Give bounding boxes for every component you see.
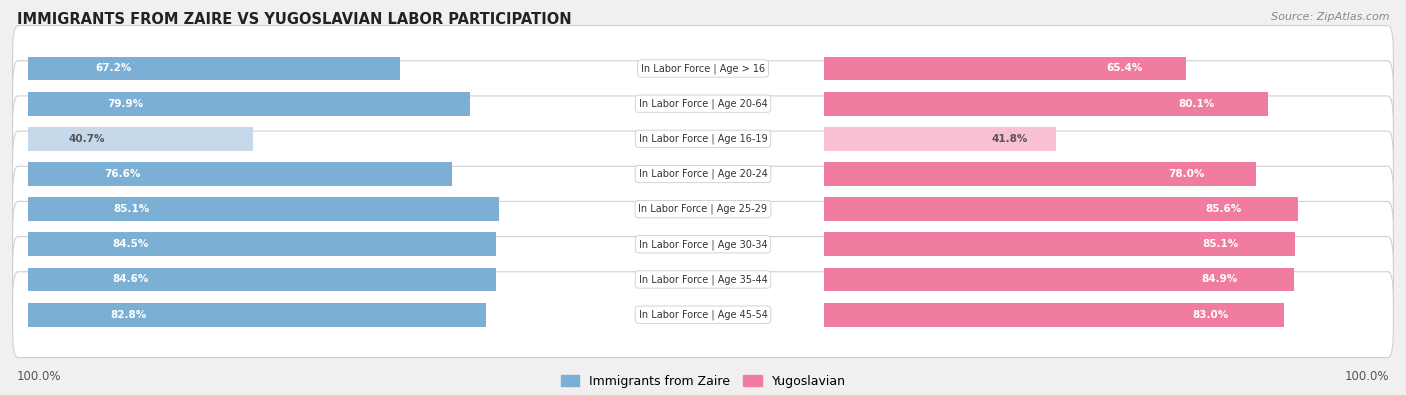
Text: In Labor Force | Age 16-19: In Labor Force | Age 16-19	[638, 134, 768, 144]
FancyBboxPatch shape	[13, 96, 1393, 182]
Text: In Labor Force | Age 25-29: In Labor Force | Age 25-29	[638, 204, 768, 214]
Bar	[28, 162, 451, 186]
Text: Source: ZipAtlas.com: Source: ZipAtlas.com	[1271, 12, 1389, 22]
Text: In Labor Force | Age 20-24: In Labor Force | Age 20-24	[638, 169, 768, 179]
Bar	[824, 267, 1295, 292]
Bar	[824, 303, 1284, 327]
Bar	[824, 162, 1256, 186]
Text: In Labor Force | Age > 16: In Labor Force | Age > 16	[641, 63, 765, 74]
Bar	[28, 92, 470, 116]
Bar	[824, 127, 1056, 151]
Text: 84.6%: 84.6%	[112, 275, 149, 284]
Bar	[28, 127, 253, 151]
Bar	[824, 232, 1295, 256]
FancyBboxPatch shape	[13, 201, 1393, 287]
Bar	[28, 303, 486, 327]
Text: 65.4%: 65.4%	[1107, 64, 1143, 73]
Text: 78.0%: 78.0%	[1168, 169, 1205, 179]
Text: 85.1%: 85.1%	[112, 204, 149, 214]
Text: 41.8%: 41.8%	[991, 134, 1028, 144]
FancyBboxPatch shape	[13, 61, 1393, 147]
Text: 100.0%: 100.0%	[1344, 370, 1389, 383]
Text: 40.7%: 40.7%	[69, 134, 105, 144]
Text: In Labor Force | Age 20-64: In Labor Force | Age 20-64	[638, 98, 768, 109]
Text: 84.9%: 84.9%	[1202, 275, 1237, 284]
Text: IMMIGRANTS FROM ZAIRE VS YUGOSLAVIAN LABOR PARTICIPATION: IMMIGRANTS FROM ZAIRE VS YUGOSLAVIAN LAB…	[17, 12, 571, 27]
FancyBboxPatch shape	[13, 272, 1393, 357]
Text: 80.1%: 80.1%	[1178, 99, 1215, 109]
Bar	[824, 197, 1298, 221]
FancyBboxPatch shape	[13, 166, 1393, 252]
Text: 85.6%: 85.6%	[1205, 204, 1241, 214]
Text: 76.6%: 76.6%	[104, 169, 141, 179]
Text: In Labor Force | Age 30-34: In Labor Force | Age 30-34	[638, 239, 768, 250]
Text: 84.5%: 84.5%	[112, 239, 149, 249]
Text: 82.8%: 82.8%	[111, 310, 146, 320]
FancyBboxPatch shape	[13, 26, 1393, 111]
Text: 79.9%: 79.9%	[108, 99, 143, 109]
Bar	[28, 56, 399, 81]
Legend: Immigrants from Zaire, Yugoslavian: Immigrants from Zaire, Yugoslavian	[555, 370, 851, 393]
FancyBboxPatch shape	[13, 237, 1393, 322]
Bar	[824, 92, 1268, 116]
Bar	[824, 56, 1187, 81]
FancyBboxPatch shape	[13, 131, 1393, 217]
Text: 85.1%: 85.1%	[1202, 239, 1239, 249]
Text: 83.0%: 83.0%	[1192, 310, 1229, 320]
Bar	[28, 232, 496, 256]
Text: 100.0%: 100.0%	[17, 370, 62, 383]
Text: 67.2%: 67.2%	[96, 64, 131, 73]
Bar	[28, 267, 496, 292]
Text: In Labor Force | Age 45-54: In Labor Force | Age 45-54	[638, 309, 768, 320]
Bar	[28, 197, 499, 221]
Text: In Labor Force | Age 35-44: In Labor Force | Age 35-44	[638, 274, 768, 285]
